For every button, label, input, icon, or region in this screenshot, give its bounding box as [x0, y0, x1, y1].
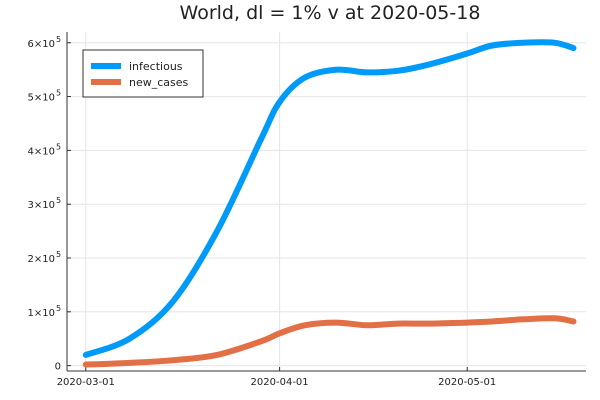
y-tick-label: 6×10 [28, 39, 55, 50]
y-tick-exponent: 5 [56, 250, 61, 259]
legend: infectious new_cases [82, 49, 204, 98]
y-tick-label: 4×10 [28, 146, 55, 157]
y-tick-exponent: 5 [56, 196, 61, 205]
y-tick-exponent: 5 [56, 89, 61, 98]
axes: 01×10 52×10 53×10 54×10 55×10 56×10 52020-03-0… [28, 32, 586, 388]
y-tick-exponent: 5 [56, 304, 61, 313]
legend-label-infectious: infectious [129, 60, 183, 73]
series-layer [82, 39, 577, 368]
legend-label-new_cases: new_cases [129, 76, 189, 89]
y-tick-label: 2×10 [28, 254, 55, 265]
y-tick-exponent: 5 [56, 142, 61, 151]
x-tick-label: 2020-04-01 [251, 377, 309, 388]
y-tick-label: 5×10 [28, 93, 55, 104]
y-tick-exponent: 5 [56, 35, 61, 44]
chart-title: World, dl = 1% v at 2020-05-18 [180, 2, 481, 24]
series-line-infectious [82, 39, 577, 358]
y-tick-label: 1×10 [28, 308, 55, 319]
x-tick-label: 2020-05-01 [438, 377, 496, 388]
y-tick-label: 0 [55, 362, 61, 373]
legend-box [82, 49, 204, 98]
x-tick-label: 2020-03-01 [57, 377, 115, 388]
series-line-new_cases [82, 315, 577, 368]
y-tick-label: 3×10 [28, 200, 55, 211]
